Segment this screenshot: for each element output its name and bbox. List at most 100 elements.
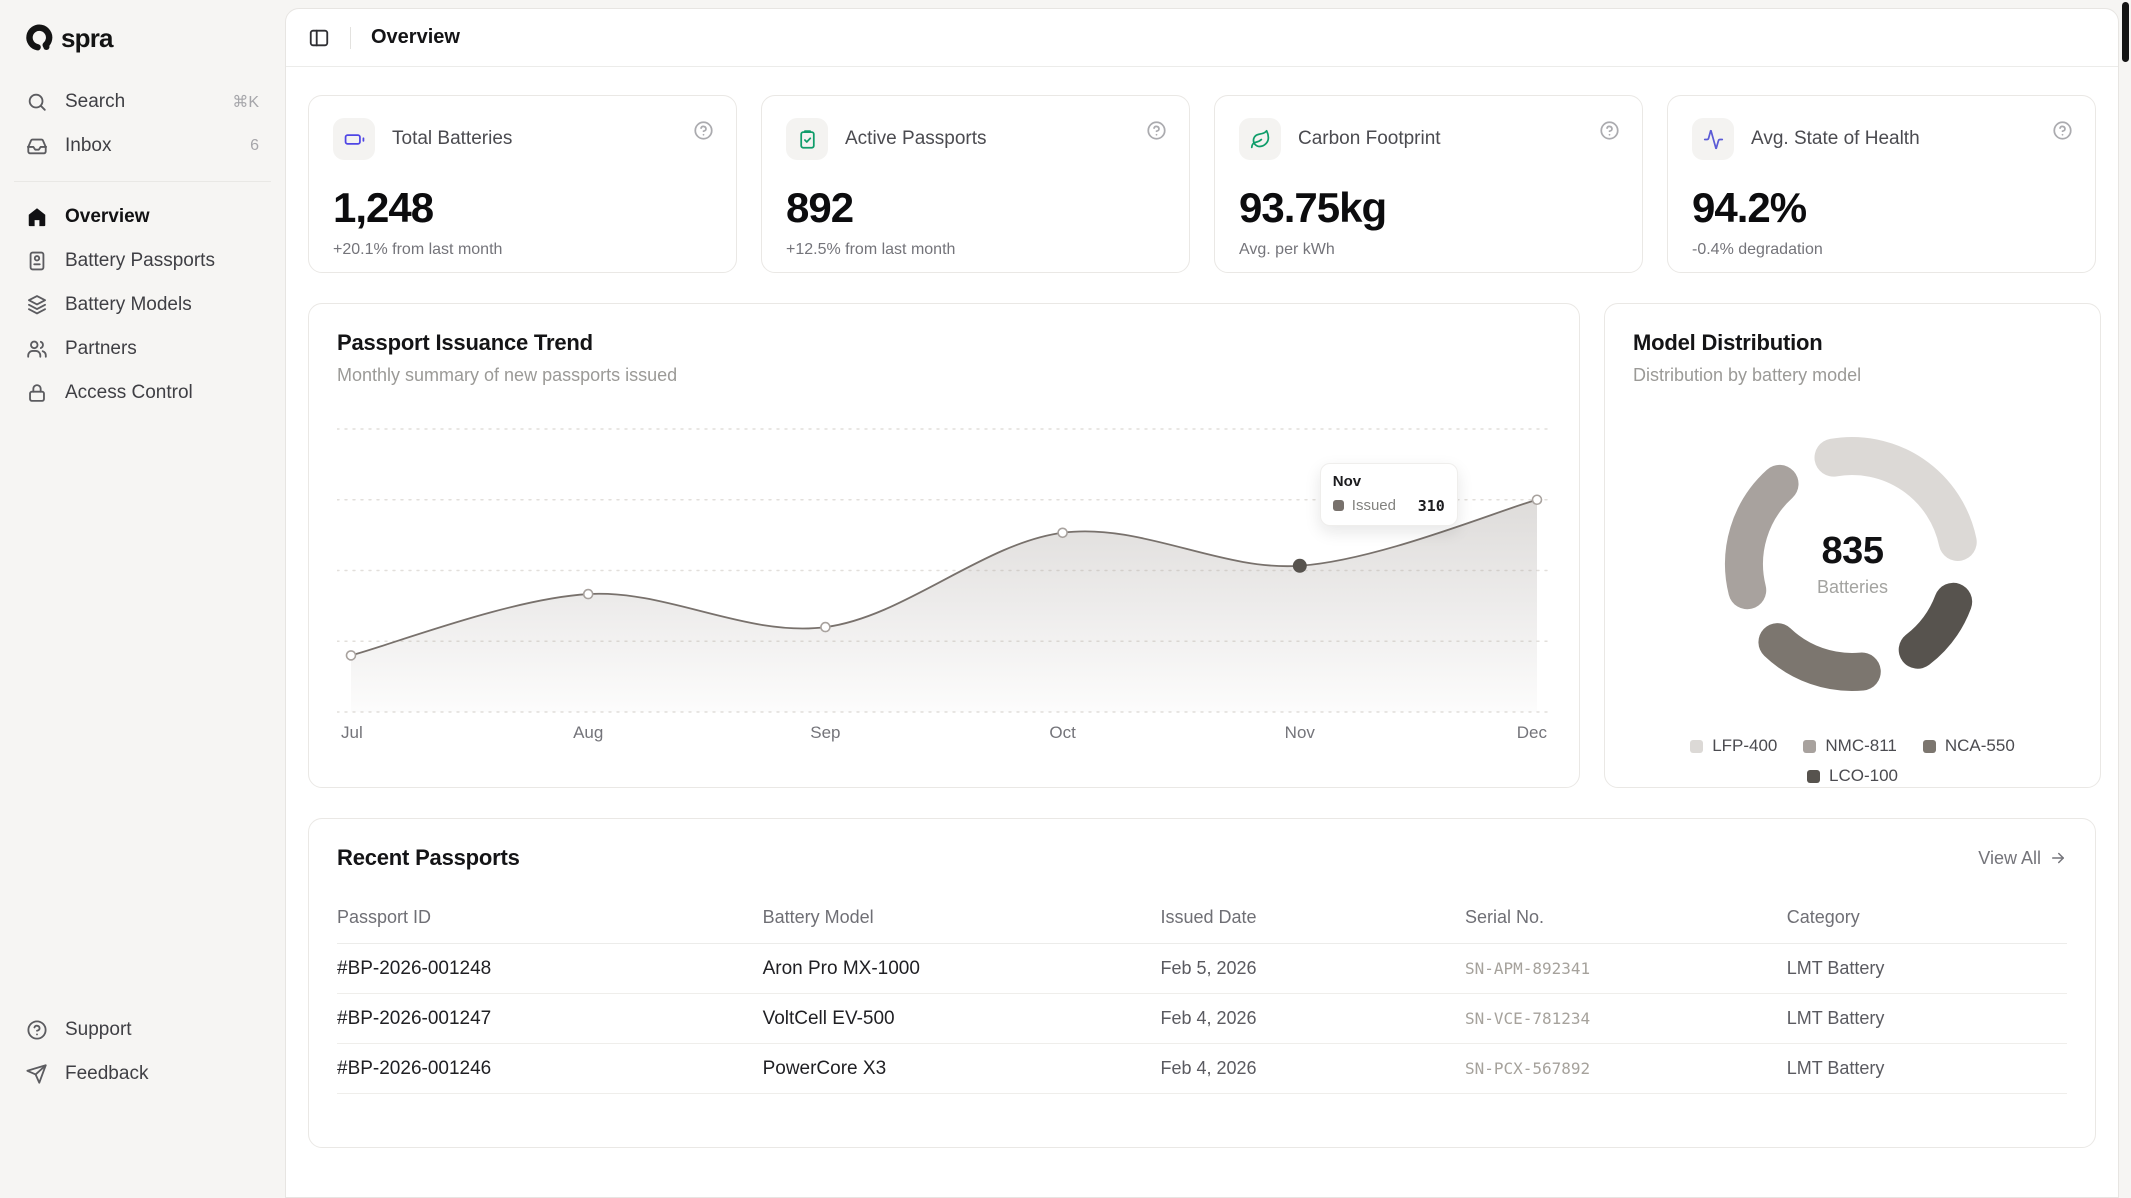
charts-row: Passport Issuance Trend Monthly summary … bbox=[308, 303, 2101, 788]
table-body: #BP-2026-001248 Aron Pro MX-1000 Feb 5, … bbox=[337, 944, 2067, 1094]
cell-passport-id: #BP-2026-001247 bbox=[337, 1007, 492, 1029]
sidebar-item-label: Feedback bbox=[65, 1063, 149, 1084]
data-point bbox=[582, 588, 594, 600]
brand-logo-icon bbox=[24, 22, 56, 54]
distribution-card: Model Distribution Distribution by batte… bbox=[1604, 303, 2101, 788]
distribution-card-subtitle: Distribution by battery model bbox=[1633, 365, 1862, 385]
legend-label: LFP-400 bbox=[1712, 736, 1778, 755]
stat-card-carbon-footprint: Carbon Footprint 93.75kg Avg. per kWh bbox=[1214, 95, 1643, 273]
help-icon bbox=[26, 1019, 48, 1041]
cell-passport-id: #BP-2026-001248 bbox=[337, 957, 492, 979]
table-row[interactable]: #BP-2026-001246 PowerCore X3 Feb 4, 2026… bbox=[337, 1044, 2067, 1094]
table-title: Recent Passports bbox=[337, 845, 520, 870]
stat-title: Total Batteries bbox=[392, 128, 513, 149]
inbox-icon bbox=[26, 135, 48, 157]
stat-subtext: Avg. per kWh bbox=[1239, 241, 1335, 258]
sidebar-item-battery-passports[interactable]: Battery Passports bbox=[12, 239, 273, 283]
help-icon[interactable] bbox=[1146, 120, 1167, 141]
column-header-serial-no-: Serial No. bbox=[1464, 907, 1544, 927]
donut-segment-NCA-550 bbox=[1758, 623, 1881, 691]
stat-card-total-batteries: Total Batteries 1,248 +20.1% from last m… bbox=[308, 95, 737, 273]
help-icon[interactable] bbox=[1599, 120, 1620, 141]
trend-chart[interactable]: Jul Aug Sep Oct Nov Dec Nov Issued 310 bbox=[337, 412, 1551, 744]
stat-title: Active Passports bbox=[845, 128, 987, 149]
main-panel: Overview Total Batteries 1,248 +20.1% fr… bbox=[285, 8, 2119, 1198]
data-point bbox=[345, 650, 357, 661]
sidebar-divider bbox=[14, 181, 271, 182]
scrollbar-thumb[interactable] bbox=[2122, 2, 2129, 62]
sidebar-item-label: Access Control bbox=[65, 382, 193, 403]
trend-card: Passport Issuance Trend Monthly summary … bbox=[308, 303, 1580, 788]
donut-chart[interactable]: 835 Batteries bbox=[1633, 396, 2072, 732]
topbar-divider bbox=[350, 26, 351, 49]
cell-issued-date: Feb 5, 2026 bbox=[1160, 958, 1257, 978]
stat-subtext: -0.4% degradation bbox=[1692, 241, 1823, 258]
sidebar-search-label: Search bbox=[65, 91, 126, 112]
sidebar-item-overview[interactable]: Overview bbox=[12, 195, 273, 239]
cell-category: LMT Battery bbox=[1786, 958, 1885, 978]
table-row[interactable]: #BP-2026-001248 Aron Pro MX-1000 Feb 5, … bbox=[337, 944, 2067, 994]
distribution-card-title: Model Distribution bbox=[1633, 330, 1823, 355]
sidebar-item-label: Battery Models bbox=[65, 294, 192, 315]
column-header-issued-date: Issued Date bbox=[1160, 907, 1257, 927]
legend-item-NCA-550: NCA-550 bbox=[1922, 736, 2015, 756]
passport-icon bbox=[26, 250, 48, 272]
sidebar-item-label: Partners bbox=[65, 338, 137, 359]
battery-icon bbox=[333, 118, 375, 160]
tooltip-value: 310 bbox=[1417, 496, 1445, 515]
cell-issued-date: Feb 4, 2026 bbox=[1160, 1058, 1257, 1078]
search-icon bbox=[26, 91, 48, 113]
cell-battery-model: PowerCore X3 bbox=[762, 1057, 887, 1079]
sidebar-item-support[interactable]: Support bbox=[12, 1008, 273, 1052]
recent-passports-card: Recent Passports View All Passport ID Bat… bbox=[308, 818, 2096, 1148]
stat-value: 892 bbox=[786, 184, 854, 231]
legend-swatch bbox=[1690, 739, 1704, 753]
stat-title: Avg. State of Health bbox=[1751, 128, 1920, 149]
stat-card-avg-state-of-health: Avg. State of Health 94.2% -0.4% degrada… bbox=[1667, 95, 2096, 273]
lock-icon bbox=[26, 382, 48, 404]
tooltip-month: Nov bbox=[1332, 472, 1362, 490]
data-point bbox=[1531, 494, 1543, 506]
sidebar-item-access-control[interactable]: Access Control bbox=[12, 371, 273, 415]
column-header-category: Category bbox=[1786, 907, 1860, 927]
donut-segment-LFP-400 bbox=[1814, 437, 1977, 561]
legend-swatch bbox=[1803, 739, 1817, 753]
sidebar-search[interactable]: Search ⌘K bbox=[12, 80, 273, 124]
sidebar-inbox-label: Inbox bbox=[65, 135, 112, 156]
leaf-icon bbox=[1239, 118, 1281, 160]
brand-logo[interactable]: spra bbox=[12, 22, 273, 54]
inbox-badge: 6 bbox=[250, 137, 259, 154]
stat-subtext: +12.5% from last month bbox=[786, 241, 956, 258]
sidebar-toggle-icon[interactable] bbox=[308, 27, 330, 49]
search-shortcut: ⌘K bbox=[232, 94, 259, 111]
x-axis-label: Oct bbox=[1049, 723, 1076, 742]
sidebar-item-label: Battery Passports bbox=[65, 250, 215, 271]
sidebar-inbox[interactable]: Inbox 6 bbox=[12, 124, 273, 168]
sidebar-item-label: Support bbox=[65, 1019, 132, 1040]
cell-battery-model: VoltCell EV-500 bbox=[762, 1007, 895, 1029]
trend-card-subtitle: Monthly summary of new passports issued bbox=[337, 365, 678, 385]
legend-label: NMC-811 bbox=[1825, 736, 1897, 755]
topbar: Overview bbox=[286, 9, 2118, 67]
clipboard-check-icon bbox=[786, 118, 828, 160]
sidebar-item-feedback[interactable]: Feedback bbox=[12, 1052, 273, 1096]
view-all-link[interactable]: View All bbox=[1978, 848, 2067, 869]
brand-name: spra bbox=[61, 22, 114, 53]
cell-category: LMT Battery bbox=[1786, 1008, 1885, 1028]
legend-swatch bbox=[1922, 739, 1936, 753]
help-icon[interactable] bbox=[2052, 120, 2073, 141]
table-header-row: Passport ID Battery Model Issued Date Seria… bbox=[337, 907, 2067, 944]
legend-label: LCO-100 bbox=[1829, 766, 1898, 785]
help-icon[interactable] bbox=[693, 120, 714, 141]
x-axis-label: Dec bbox=[1517, 723, 1548, 742]
content: Total Batteries 1,248 +20.1% from last m… bbox=[286, 67, 2118, 1176]
sidebar-item-partners[interactable]: Partners bbox=[12, 327, 273, 371]
x-axis-label: Sep bbox=[810, 723, 840, 742]
x-axis-label: Aug bbox=[573, 723, 603, 742]
x-axis-label: Jul bbox=[341, 723, 363, 742]
stat-subtext: +20.1% from last month bbox=[333, 241, 503, 258]
stat-card-active-passports: Active Passports 892 +12.5% from last mo… bbox=[761, 95, 1190, 273]
sidebar-item-battery-models[interactable]: Battery Models bbox=[12, 283, 273, 327]
legend-label: NCA-550 bbox=[1944, 736, 2015, 755]
table-row[interactable]: #BP-2026-001247 VoltCell EV-500 Feb 4, 2… bbox=[337, 994, 2067, 1044]
